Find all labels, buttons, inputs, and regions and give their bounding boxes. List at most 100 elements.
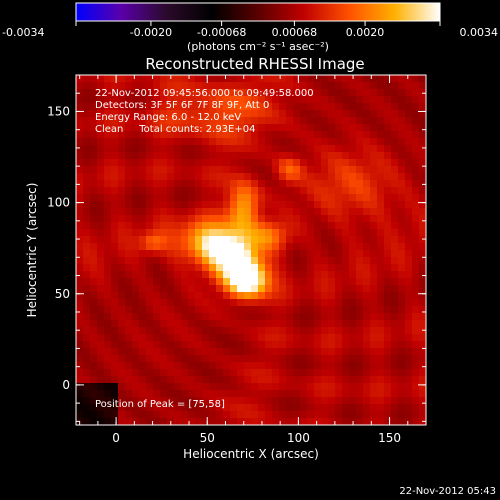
heatmap-cell — [356, 278, 364, 286]
heatmap-cell — [370, 96, 378, 104]
heatmap-cell — [223, 250, 231, 258]
heatmap-cell — [181, 124, 189, 132]
heatmap-cell — [244, 173, 252, 181]
heatmap-cell — [216, 397, 224, 405]
heatmap-cell — [342, 166, 350, 174]
heatmap-cell — [90, 404, 98, 412]
heatmap-cell — [76, 285, 84, 293]
heatmap-cell — [174, 208, 182, 216]
heatmap-cell — [307, 292, 315, 300]
heatmap-cell — [356, 173, 364, 181]
heatmap-cell — [153, 222, 161, 230]
heatmap-cell — [139, 243, 147, 251]
heatmap-cell — [104, 215, 112, 223]
heatmap-cell — [237, 411, 245, 419]
heatmap-cell — [300, 222, 308, 230]
heatmap-cell — [153, 138, 161, 146]
heatmap-cell — [83, 341, 91, 349]
heatmap-cell — [195, 313, 203, 321]
heatmap-cell — [258, 103, 266, 111]
heatmap-cell — [97, 208, 105, 216]
heatmap-cell — [384, 229, 392, 237]
heatmap-cell — [209, 152, 217, 160]
heatmap-cell — [335, 166, 343, 174]
heatmap-cell — [188, 152, 196, 160]
heatmap-cell — [181, 397, 189, 405]
heatmap-cell — [342, 89, 350, 97]
heatmap-cell — [202, 110, 210, 118]
heatmap-cell — [188, 75, 196, 83]
heatmap-cell — [104, 180, 112, 188]
heatmap-cell — [314, 355, 322, 363]
heatmap-cell — [160, 82, 168, 90]
heatmap-cell — [251, 194, 259, 202]
heatmap-cell — [90, 110, 98, 118]
heatmap-cell — [195, 250, 203, 258]
heatmap-cell — [251, 257, 259, 265]
heatmap-cell — [321, 257, 329, 265]
heatmap-cell — [405, 397, 413, 405]
heatmap-cell — [412, 257, 420, 265]
heatmap-cell — [139, 376, 147, 384]
heatmap-cell — [398, 215, 406, 223]
heatmap-cell — [230, 222, 238, 230]
heatmap-cell — [279, 110, 287, 118]
heatmap-cell — [202, 159, 210, 167]
heatmap-cell — [188, 313, 196, 321]
heatmap-cell — [384, 96, 392, 104]
heatmap-cell — [90, 271, 98, 279]
heatmap-cell — [265, 215, 273, 223]
heatmap-cell — [258, 222, 266, 230]
heatmap-cell — [328, 348, 336, 356]
heatmap-cell — [181, 117, 189, 125]
heatmap-cell — [181, 306, 189, 314]
heatmap-cell — [335, 250, 343, 258]
heatmap-cell — [153, 299, 161, 307]
heatmap-cell — [384, 397, 392, 405]
heatmap-cell — [118, 243, 126, 251]
heatmap-cell — [419, 369, 426, 377]
heatmap-cell — [132, 187, 140, 195]
heatmap-cell — [209, 215, 217, 223]
heatmap-cell — [202, 250, 210, 258]
heatmap-cell — [391, 110, 399, 118]
heatmap-cell — [391, 306, 399, 314]
heatmap-cell — [230, 166, 238, 174]
heatmap-cell — [209, 341, 217, 349]
heatmap-cell — [419, 327, 426, 335]
heatmap-cell — [111, 292, 119, 300]
heatmap-cell — [244, 278, 252, 286]
heatmap-cell — [265, 390, 273, 398]
heatmap-cell — [363, 355, 371, 363]
heatmap-cell — [377, 222, 385, 230]
heatmap-cell — [90, 208, 98, 216]
heatmap-cell — [391, 418, 399, 425]
heatmap-cell — [377, 103, 385, 111]
heatmap-cell — [125, 201, 133, 209]
heatmap-cell — [384, 390, 392, 398]
heatmap-cell — [265, 383, 273, 391]
heatmap-cell — [356, 131, 364, 139]
heatmap-cell — [181, 362, 189, 370]
heatmap-cell — [230, 89, 238, 97]
heatmap-cell — [293, 362, 301, 370]
heatmap-cell — [132, 285, 140, 293]
heatmap-cell — [139, 194, 147, 202]
heatmap-cell — [419, 201, 426, 209]
heatmap-cell — [125, 411, 133, 419]
heatmap-cell — [216, 278, 224, 286]
heatmap-cell — [300, 285, 308, 293]
heatmap-cell — [391, 131, 399, 139]
heatmap-cell — [363, 208, 371, 216]
heatmap-cell — [328, 173, 336, 181]
heatmap-cell — [328, 124, 336, 132]
heatmap-cell — [97, 75, 105, 83]
heatmap-cell — [251, 383, 259, 391]
heatmap-cell — [419, 306, 426, 314]
heatmap-cell — [258, 194, 266, 202]
heatmap-cell — [279, 397, 287, 405]
heatmap-cell — [314, 103, 322, 111]
heatmap-cell — [356, 152, 364, 160]
heatmap-cell — [258, 376, 266, 384]
heatmap-cell — [258, 341, 266, 349]
